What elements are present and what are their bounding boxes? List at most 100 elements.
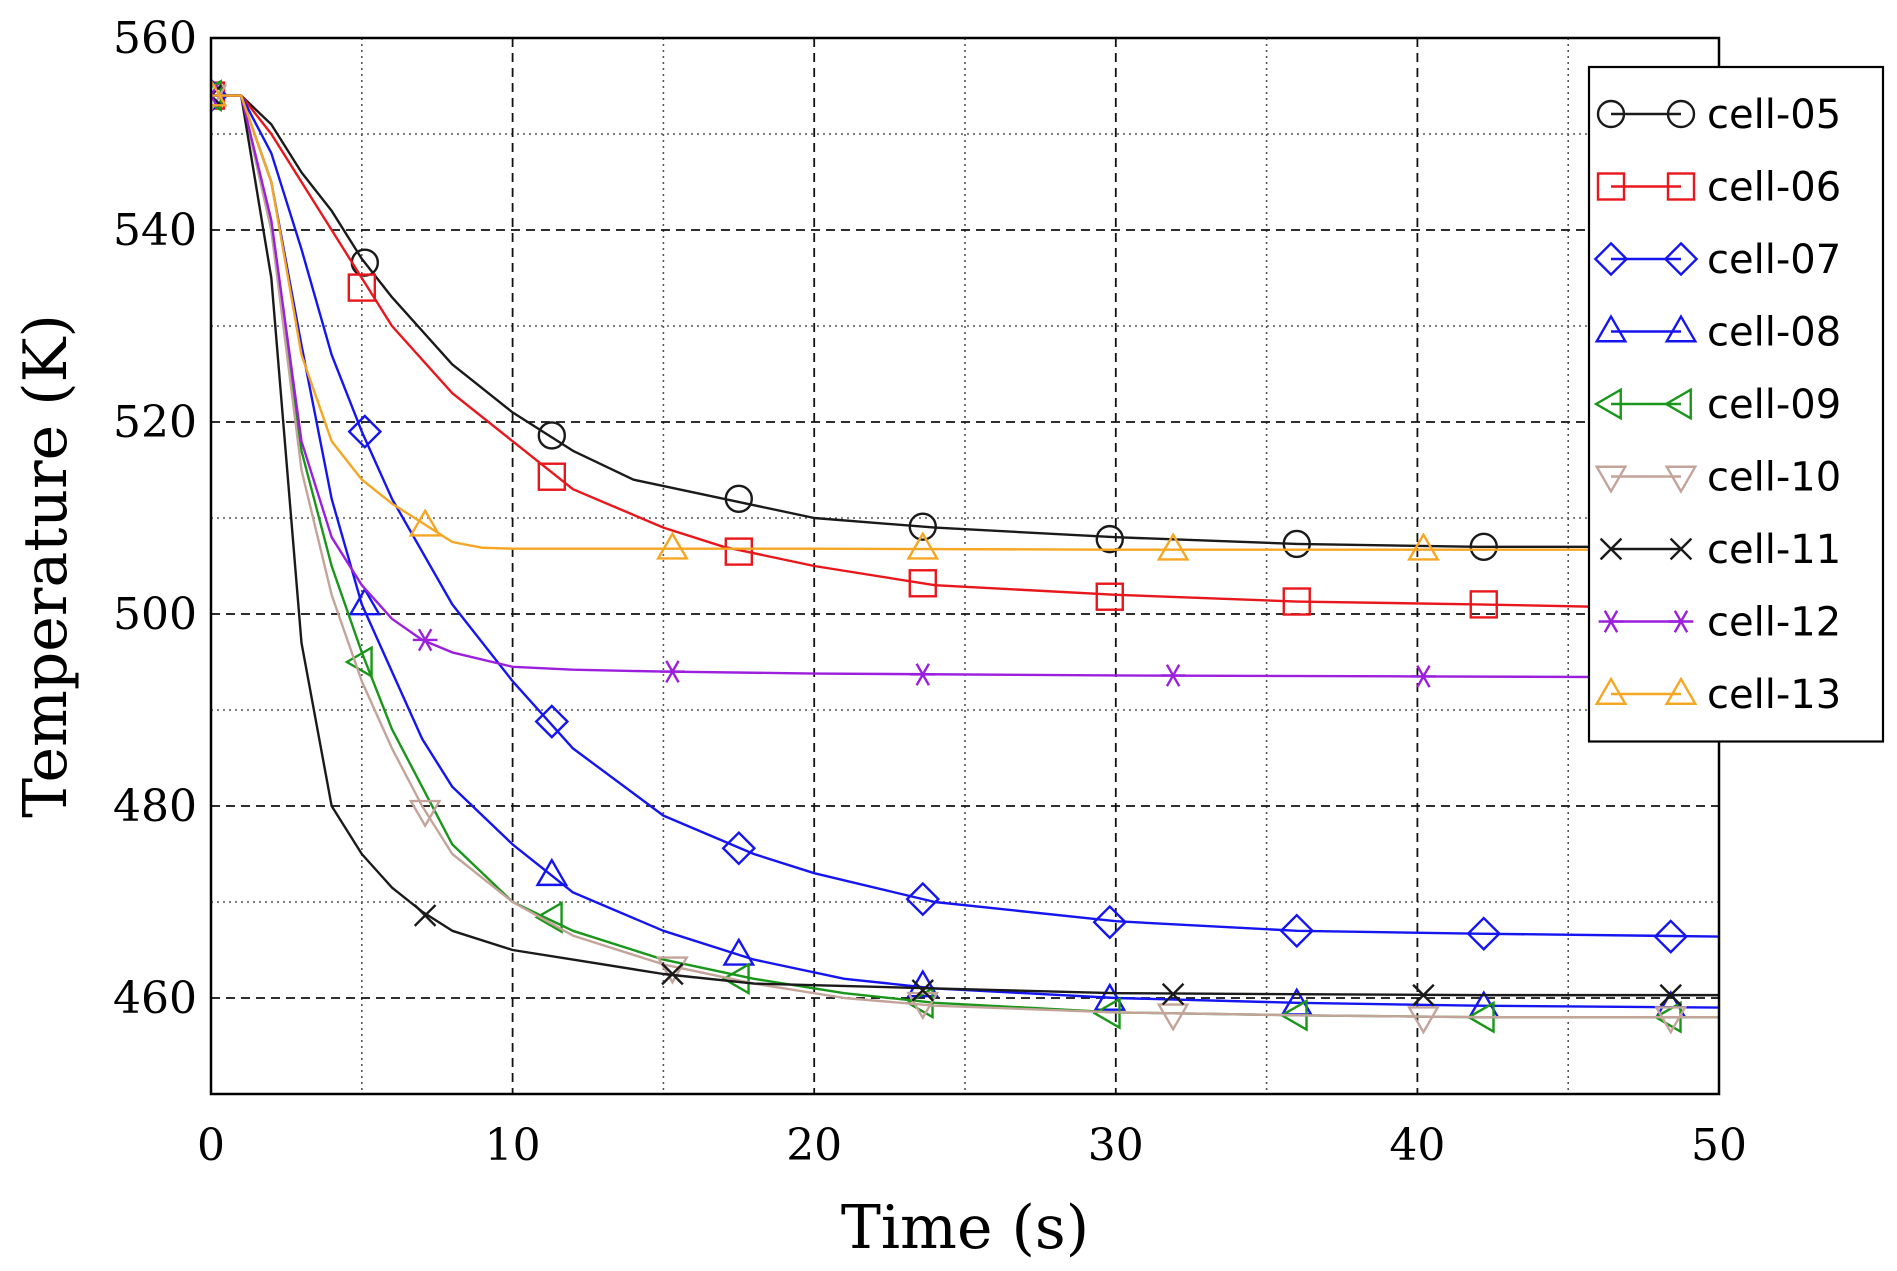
series-cell-06 (211, 81, 1719, 619)
series-line (211, 94, 1719, 611)
y-tick-label: 520 (113, 397, 197, 448)
data-point (908, 569, 937, 598)
data-point (1653, 919, 1689, 954)
data-point (910, 663, 936, 686)
data-point (1411, 665, 1436, 688)
data-point (1279, 913, 1315, 949)
data-point (534, 704, 570, 739)
legend-entry: cell-08 (1594, 310, 1841, 356)
data-point (1092, 904, 1128, 940)
data-point (1156, 1003, 1190, 1032)
series-line (211, 94, 1719, 1009)
legend-marker (1594, 676, 1628, 705)
series-cell-12 (211, 84, 1719, 688)
data-point (1659, 983, 1682, 1007)
data-point (1161, 982, 1185, 1006)
series-line (211, 94, 1719, 1019)
data-point (1282, 529, 1311, 559)
x-tick-label: 40 (1389, 1120, 1445, 1171)
data-point (535, 857, 569, 887)
legend-marker (1594, 465, 1628, 494)
legend-marker (1664, 676, 1698, 705)
legend-entry: cell-09 (1593, 382, 1841, 428)
data-point (347, 273, 376, 302)
legend-marker (1596, 99, 1626, 129)
legend-label: cell-13 (1707, 672, 1841, 718)
legend-marker (1666, 172, 1696, 201)
legend-label: cell-08 (1707, 310, 1841, 356)
y-tick-label: 560 (113, 13, 197, 64)
data-point (344, 645, 373, 679)
data-point (1469, 532, 1498, 561)
legend-marker (1664, 465, 1698, 494)
y-tick-label: 540 (113, 205, 197, 256)
legend-marker (1593, 387, 1622, 421)
legend-entry: cell-05 (1596, 92, 1841, 138)
x-tick-label: 50 (1691, 1120, 1747, 1171)
legend-label: cell-06 (1707, 165, 1841, 211)
x-axis: 0 10 20 30 40 50 (197, 1120, 1747, 1171)
data-point (1093, 982, 1127, 1011)
y-tick-label: 500 (113, 589, 197, 640)
data-point (906, 991, 940, 1021)
legend-marker (1594, 314, 1628, 343)
data-point (722, 937, 756, 966)
data-point (211, 84, 223, 107)
data-point (534, 900, 563, 934)
legend-marker (1599, 537, 1623, 561)
x-tick-label: 10 (485, 1120, 541, 1171)
x-tick-label: 0 (197, 1120, 225, 1171)
data-point (1160, 664, 1186, 687)
data-point (661, 962, 684, 986)
data-point (656, 531, 689, 560)
legend-marker (1669, 537, 1693, 561)
data-point (1282, 587, 1311, 616)
legend-marker (1664, 314, 1698, 343)
legend-label: cell-12 (1707, 600, 1841, 646)
data-point (721, 962, 750, 996)
data-point (1156, 532, 1190, 561)
legend-entry: cell-13 (1594, 672, 1841, 718)
data-point (408, 799, 442, 829)
data-point (347, 414, 383, 449)
x-tick-label: 20 (786, 1120, 842, 1171)
data-point (1095, 582, 1124, 611)
data-point (1412, 983, 1435, 1007)
series-cell-13 (211, 78, 1719, 561)
y-axis-title: Temperature (K) (11, 314, 81, 818)
x-tick-label: 30 (1088, 1120, 1144, 1171)
legend-marker (1596, 172, 1626, 201)
y-axis: 460 480 500 520 540 560 (113, 13, 197, 1024)
series-layer (211, 78, 1719, 1035)
data-point (211, 84, 228, 113)
grid (211, 38, 1719, 1094)
legend-entry: cell-07 (1593, 237, 1841, 283)
data-point (660, 660, 685, 683)
legend-entry: cell-12 (1598, 600, 1841, 646)
legend-marker (1593, 241, 1629, 277)
x-axis-title: Time (s) (841, 1193, 1089, 1263)
data-point (905, 881, 941, 917)
data-point (1466, 916, 1502, 951)
series-line (211, 94, 1719, 997)
data-point (348, 587, 382, 616)
legend-label: cell-09 (1707, 382, 1841, 428)
legend-entry: cell-06 (1596, 165, 1841, 211)
legend-label: cell-05 (1707, 92, 1841, 138)
data-point (1654, 1006, 1688, 1035)
legend-marker (1663, 387, 1692, 421)
data-point (211, 78, 228, 107)
data-point (906, 531, 940, 560)
data-point (1407, 1006, 1440, 1035)
data-point (412, 628, 438, 652)
data-point (537, 421, 567, 450)
data-point (724, 537, 753, 566)
data-point (911, 979, 935, 1002)
y-tick-label: 480 (113, 781, 197, 832)
series-cell-05 (211, 81, 1719, 561)
legend-marker (1668, 610, 1694, 633)
data-point (656, 956, 689, 985)
y-tick-label: 460 (113, 973, 197, 1024)
series-cell-07 (211, 78, 1719, 954)
